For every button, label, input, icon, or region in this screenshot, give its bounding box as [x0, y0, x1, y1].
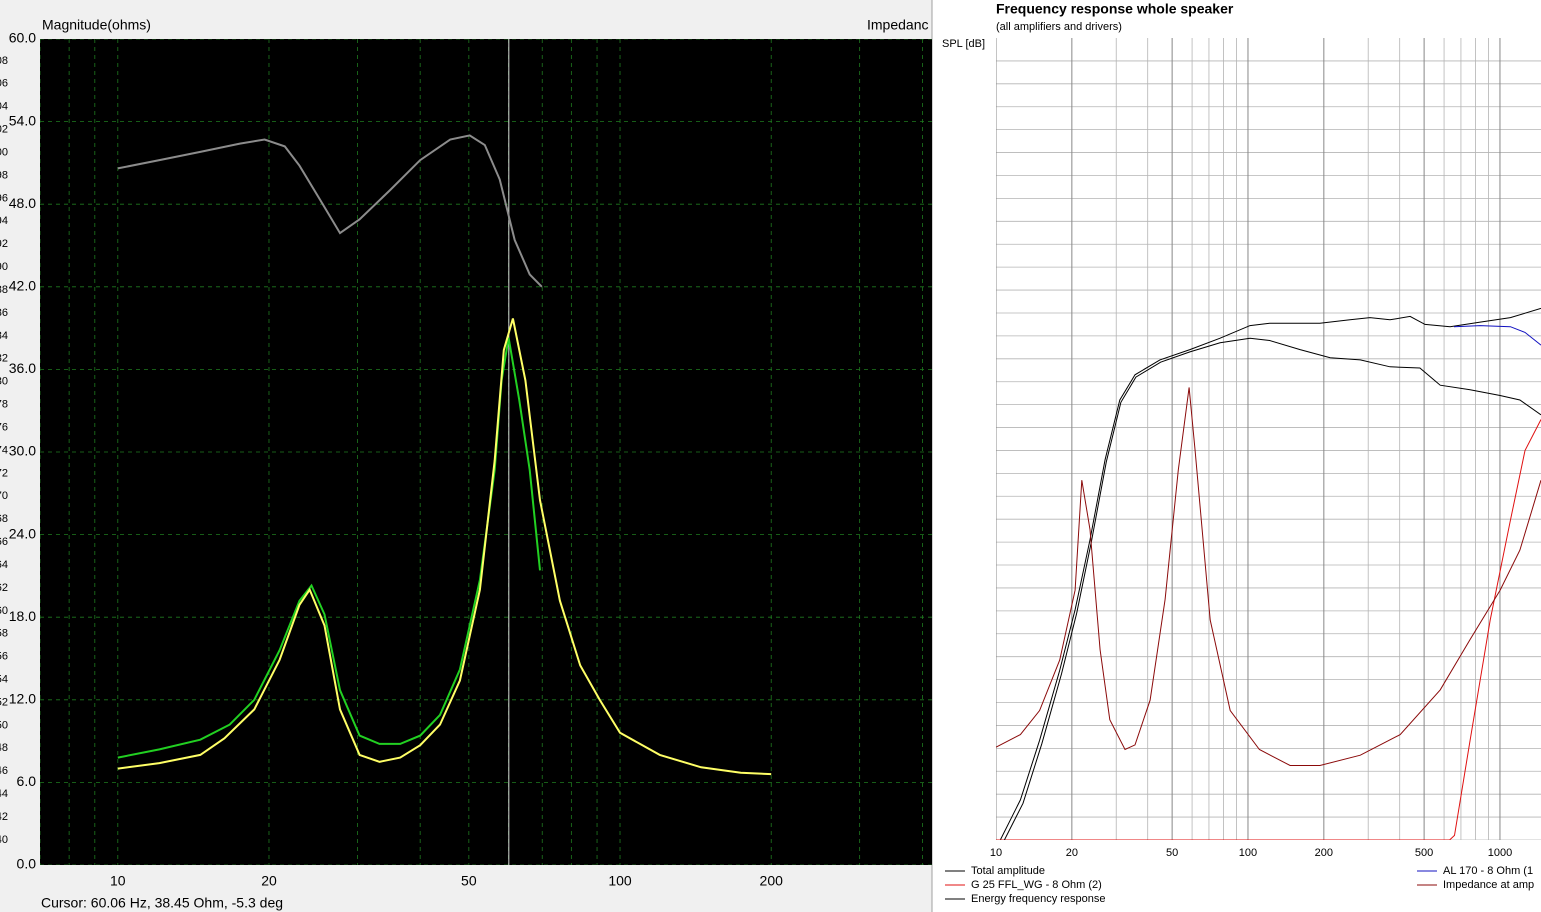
y-tick-label: 92: [0, 238, 8, 250]
y-tick-label: 100: [0, 146, 8, 158]
y-tick-label: 48: [0, 742, 8, 754]
chart-subtitle: (all amplifiers and drivers): [996, 21, 1122, 33]
y-tick-label: 60.0: [9, 30, 36, 46]
y-tick-label: 46: [0, 765, 8, 777]
legend-label: AL 170 - 8 Ohm (1: [1443, 865, 1533, 877]
y-tick-label: 18.0: [9, 608, 36, 624]
y-tick-label: 42: [0, 811, 8, 823]
data-line: [1453, 325, 1541, 346]
y-tick-label: 64: [0, 559, 8, 571]
data-line: [117, 318, 772, 776]
x-tick-label: 10: [110, 873, 126, 889]
y-tick-label: 84: [0, 330, 8, 342]
y-tick-label: 6.0: [17, 773, 37, 789]
y-tick-label: 54.0: [9, 112, 36, 128]
y-tick-label: 108: [0, 55, 8, 67]
y-tick-label: 82: [0, 353, 8, 365]
y-axis-label: Magnitude(ohms): [42, 17, 151, 33]
y-tick-label: 44: [0, 788, 8, 800]
y-tick-label: 36.0: [9, 360, 36, 376]
plot-area: [40, 39, 932, 865]
x-tick-label: 1000: [1488, 847, 1512, 859]
y-tick-label: 78: [0, 399, 8, 411]
y-tick-label: 54: [0, 674, 8, 686]
y-tick-label: 42.0: [9, 278, 36, 294]
y-tick-label: 104: [0, 101, 8, 113]
y-axis-label: SPL [dB]: [942, 38, 985, 50]
y-tick-label: 94: [0, 215, 8, 227]
y-tick-label: 70: [0, 490, 8, 502]
y-tick-label: 62: [0, 582, 8, 594]
data-line: [117, 134, 543, 288]
y-tick-label: 74: [0, 444, 8, 456]
legend-label: Energy frequency response: [971, 893, 1106, 905]
y-tick-label: 96: [0, 192, 8, 204]
x-tick-label: 50: [1166, 847, 1178, 859]
x-tick-label: 200: [760, 873, 784, 889]
y-tick-label: 12.0: [9, 691, 36, 707]
y-tick-label: 68: [0, 513, 8, 525]
plot-background: [996, 38, 1541, 840]
plot-background: [40, 39, 932, 865]
x-tick-label: 100: [1239, 847, 1257, 859]
y-tick-label: 106: [0, 78, 8, 90]
x-tick-label: 100: [608, 873, 632, 889]
legend-label: Total amplitude: [971, 865, 1045, 877]
y-tick-label: 80: [0, 376, 8, 388]
y-tick-label: 24.0: [9, 525, 36, 541]
y-tick-label: 30.0: [9, 443, 36, 459]
data-line: [996, 387, 1541, 766]
y-tick-label: 102: [0, 124, 8, 136]
y-tick-label: 58: [0, 628, 8, 640]
y-tick-label: 56: [0, 651, 8, 663]
cursor-readout: Cursor: 60.06 Hz, 38.45 Ohm, -5.3 deg: [41, 895, 283, 911]
y-tick-label: 52: [0, 696, 8, 708]
y-tick-label: 0.0: [17, 856, 37, 872]
data-line: [117, 337, 541, 759]
y-tick-label: 40: [0, 834, 8, 846]
y-tick-label: 72: [0, 467, 8, 479]
x-tick-label: 500: [1415, 847, 1433, 859]
y-tick-label: 88: [0, 284, 8, 296]
data-line: [1003, 337, 1541, 840]
y-tick-label: 98: [0, 169, 8, 181]
data-line: [996, 419, 1541, 840]
chart-title: Impedanc: [867, 17, 928, 33]
y-tick-label: 90: [0, 261, 8, 273]
y-tick-label: 86: [0, 307, 8, 319]
x-tick-label: 20: [1066, 847, 1078, 859]
y-tick-label: 50: [0, 719, 8, 731]
y-tick-label: 48.0: [9, 195, 36, 211]
legend-label: G 25 FFL_WG - 8 Ohm (2): [971, 879, 1102, 891]
data-line: [999, 307, 1541, 840]
chart-title: Frequency response whole speaker: [996, 1, 1234, 17]
plot-area: [996, 38, 1541, 840]
x-tick-label: 10: [990, 847, 1002, 859]
x-tick-label: 20: [261, 873, 277, 889]
y-tick-label: 66: [0, 536, 8, 548]
y-tick-label: 76: [0, 421, 8, 433]
x-tick-label: 50: [461, 873, 477, 889]
legend-label: Impedance at amp: [1443, 879, 1534, 891]
x-tick-label: 200: [1315, 847, 1333, 859]
y-tick-label: 60: [0, 605, 8, 617]
impedance-chart: Magnitude(ohms) Impedanc Cursor: 60.06 H…: [9, 17, 932, 911]
